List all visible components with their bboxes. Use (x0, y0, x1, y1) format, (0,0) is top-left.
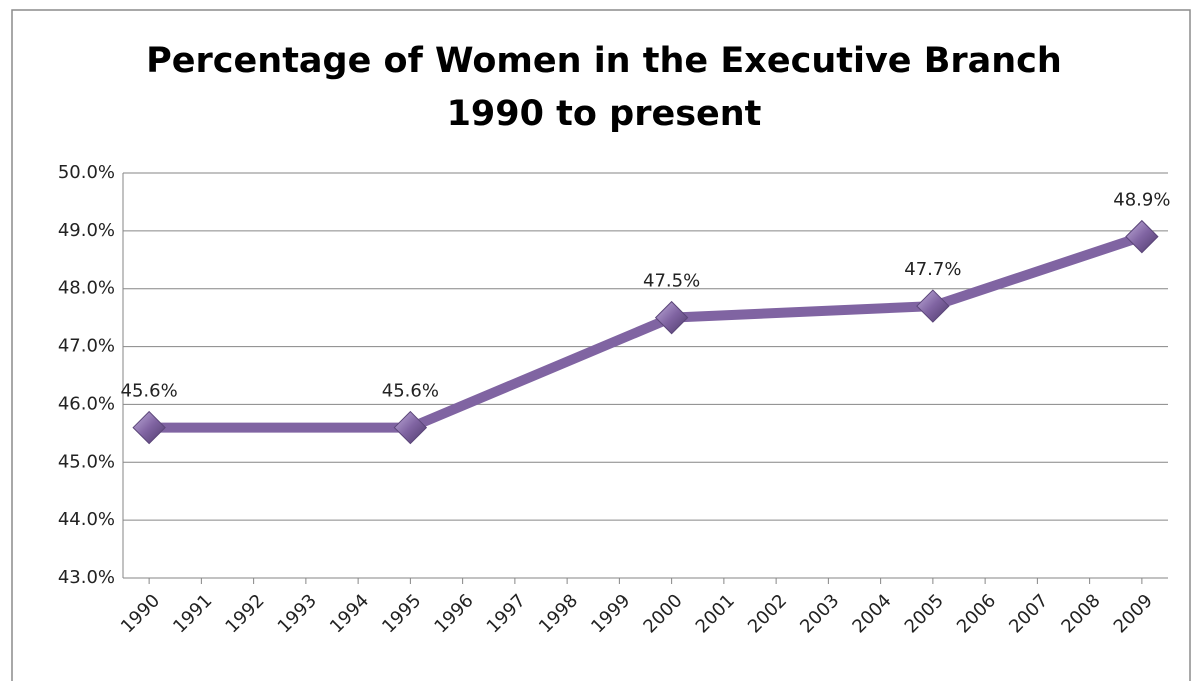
data-label: 45.6% (382, 381, 439, 402)
chart-subtitle: 1990 to present (447, 94, 762, 134)
data-point (1125, 219, 1159, 254)
y-tick-label: 47.0% (58, 336, 115, 357)
y-tick-label: 48.0% (58, 278, 115, 299)
chart-title: Percentage of Women in the Executive Bra… (146, 41, 1062, 81)
data-point (393, 410, 428, 445)
data-point (916, 289, 950, 323)
data-label: 47.5% (643, 271, 700, 292)
data-point (654, 300, 689, 335)
data-point (132, 410, 166, 445)
data-label: 48.9% (1113, 190, 1170, 211)
y-tick-label: 45.0% (58, 451, 115, 472)
data-label: 45.6% (121, 381, 178, 402)
y-tick-label: 44.0% (58, 509, 115, 530)
y-tick-label: 49.0% (58, 220, 115, 241)
data-label: 47.7% (904, 259, 961, 280)
y-tick-label: 50.0% (58, 162, 115, 183)
y-tick-label: 46.0% (58, 393, 115, 414)
y-tick-label: 43.0% (58, 567, 115, 588)
